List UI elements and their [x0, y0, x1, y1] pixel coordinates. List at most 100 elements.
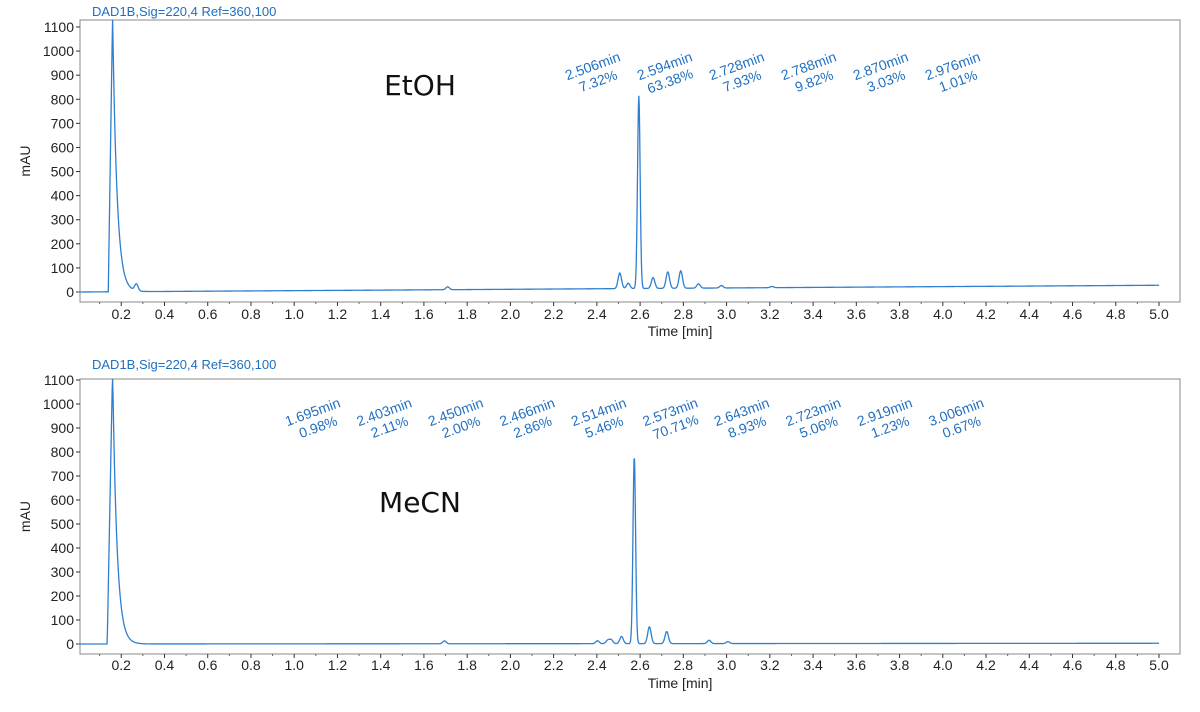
plot-frame	[79, 378, 1181, 655]
y-tick-label: 800	[51, 91, 75, 107]
x-tick-label: 4.2	[976, 657, 996, 673]
x-tick-label: 3.8	[890, 306, 910, 322]
x-tick-label: 1.4	[371, 657, 391, 673]
signal-label: DAD1B,Sig=220,4 Ref=360,100	[92, 4, 277, 19]
plot-frame	[79, 19, 1181, 303]
x-tick-label: 3.2	[760, 657, 780, 673]
y-tick-label: 500	[51, 516, 75, 532]
x-tick-label: 1.0	[284, 306, 304, 322]
x-tick-label: 0.6	[198, 306, 218, 322]
x-tick-label: 3.0	[717, 657, 737, 673]
x-tick-label: 2.6	[630, 657, 650, 673]
x-tick-label: 2.8	[674, 306, 694, 322]
x-tick-label: 1.8	[457, 306, 477, 322]
y-tick-label: 100	[51, 612, 75, 628]
y-axis-label: mAU	[17, 501, 33, 532]
x-tick-label: 0.4	[155, 657, 175, 673]
x-tick-label: 3.6	[847, 306, 867, 322]
y-tick-label: 800	[51, 444, 75, 460]
x-tick-label: 2.8	[674, 657, 694, 673]
y-tick-label: 200	[51, 236, 75, 252]
x-tick-label: 3.8	[890, 657, 910, 673]
x-tick-label: 0.6	[198, 657, 218, 673]
x-tick-label: 4.0	[933, 306, 953, 322]
y-tick-label: 0	[66, 284, 74, 300]
y-tick-label: 700	[51, 115, 75, 131]
x-tick-label: 4.6	[1063, 657, 1083, 673]
y-tick-label: 1100	[44, 372, 74, 388]
x-tick-label: 5.0	[1149, 306, 1169, 322]
chromatogram-trace	[78, 378, 1159, 645]
y-axis-label: mAU	[17, 145, 33, 176]
x-tick-label: 3.2	[760, 306, 780, 322]
x-tick-label: 2.0	[501, 657, 521, 673]
x-axis-label: Time [min]	[648, 675, 713, 691]
x-tick-label: 1.8	[457, 657, 477, 673]
x-tick-label: 2.2	[544, 657, 564, 673]
x-tick-label: 4.0	[933, 657, 953, 673]
x-axis-label: Time [min]	[648, 323, 713, 339]
chromatogram-trace	[78, 19, 1160, 293]
x-tick-label: 2.4	[587, 657, 607, 673]
x-tick-label: 3.6	[847, 657, 867, 673]
x-tick-label: 1.6	[414, 657, 434, 673]
y-tick-label: 600	[51, 492, 75, 508]
y-tick-label: 600	[51, 139, 75, 155]
x-tick-label: 0.8	[241, 306, 261, 322]
x-tick-label: 4.8	[1106, 657, 1126, 673]
x-tick-label: 3.4	[803, 657, 823, 673]
x-tick-label: 1.6	[414, 306, 434, 322]
x-tick-label: 0.8	[241, 657, 261, 673]
x-tick-label: 1.2	[328, 657, 348, 673]
x-tick-label: 2.4	[587, 306, 607, 322]
x-tick-label: 1.0	[284, 657, 304, 673]
x-tick-label: 5.0	[1149, 657, 1169, 673]
y-tick-label: 500	[51, 164, 75, 180]
x-tick-label: 4.4	[1020, 657, 1040, 673]
solvent-label: EtOH	[384, 69, 456, 102]
x-tick-label: 1.2	[328, 306, 348, 322]
chromatogram-chart: 0 100 200 300 400 500 600 700 800 900 1000 1100 0.2 0…	[17, 372, 1181, 691]
y-tick-label: 400	[51, 188, 75, 204]
y-tick-label: 300	[51, 564, 75, 580]
y-tick-label: 900	[51, 67, 75, 83]
y-tick-label: 1000	[43, 43, 74, 59]
x-tick-label: 3.4	[803, 306, 823, 322]
x-tick-label: 0.2	[112, 306, 132, 322]
x-tick-label: 2.6	[630, 306, 650, 322]
x-tick-label: 2.0	[501, 306, 521, 322]
x-tick-label: 3.0	[717, 306, 737, 322]
y-tick-label: 100	[51, 260, 75, 276]
x-tick-label: 4.4	[1020, 306, 1040, 322]
y-tick-label: 400	[51, 540, 75, 556]
x-tick-label: 4.2	[976, 306, 996, 322]
x-tick-label: 0.4	[155, 306, 175, 322]
x-tick-label: 0.2	[112, 657, 132, 673]
y-tick-label: 1000	[43, 396, 74, 412]
y-tick-label: 1100	[44, 19, 74, 35]
solvent-label: MeCN	[379, 486, 461, 519]
x-tick-label: 2.2	[544, 306, 564, 322]
signal-label: DAD1B,Sig=220,4 Ref=360,100	[92, 357, 277, 372]
y-tick-label: 700	[51, 468, 75, 484]
y-tick-label: 300	[51, 212, 75, 228]
chromatogram-panel-etoh: DAD1B,Sig=220,4 Ref=360,100 0 100 200 300 40…	[0, 0, 1200, 350]
y-tick-label: 200	[51, 588, 75, 604]
y-tick-label: 900	[51, 420, 75, 436]
y-tick-label: 0	[66, 636, 74, 652]
